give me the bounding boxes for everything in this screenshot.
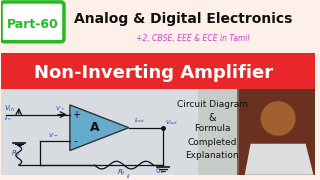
FancyBboxPatch shape (1, 2, 64, 42)
Text: $V_{in}$: $V_{in}$ (4, 104, 15, 114)
Bar (1, 89, 197, 175)
Text: $V_-$: $V_-$ (48, 132, 59, 139)
Bar (237, 89, 316, 175)
Text: $I_f$: $I_f$ (126, 172, 132, 180)
Text: Circuit Diagram: Circuit Diagram (177, 100, 248, 109)
Text: $I_{in}$: $I_{in}$ (4, 114, 12, 123)
Polygon shape (245, 144, 314, 175)
Text: Formula: Formula (194, 124, 230, 133)
Bar (239, 89, 316, 175)
Polygon shape (70, 105, 129, 150)
Text: Non-Inverting Amplifier: Non-Inverting Amplifier (34, 64, 273, 82)
Text: $I_{out}$: $I_{out}$ (134, 116, 145, 125)
Text: $0v$: $0v$ (155, 166, 166, 175)
Text: -: - (74, 136, 78, 146)
Text: Analog & Digital Electronics: Analog & Digital Electronics (74, 12, 292, 26)
Text: +: + (72, 110, 80, 120)
Bar (1, 53, 316, 89)
Text: $V_{out}$: $V_{out}$ (165, 118, 179, 127)
Text: $R_f$: $R_f$ (117, 168, 126, 178)
Text: A: A (90, 121, 99, 134)
Text: $V_+$: $V_+$ (55, 104, 65, 113)
Text: Explanation: Explanation (186, 150, 239, 159)
Text: $R_0$: $R_0$ (11, 148, 20, 159)
Circle shape (260, 101, 296, 136)
Text: Part-60: Part-60 (7, 18, 58, 31)
Bar (1, 0, 316, 53)
Text: +2, CBSE, EEE & ECE in Tamil: +2, CBSE, EEE & ECE in Tamil (136, 34, 249, 43)
Text: &: & (208, 113, 216, 123)
Bar (1, 89, 316, 175)
Text: Completed: Completed (188, 138, 237, 147)
